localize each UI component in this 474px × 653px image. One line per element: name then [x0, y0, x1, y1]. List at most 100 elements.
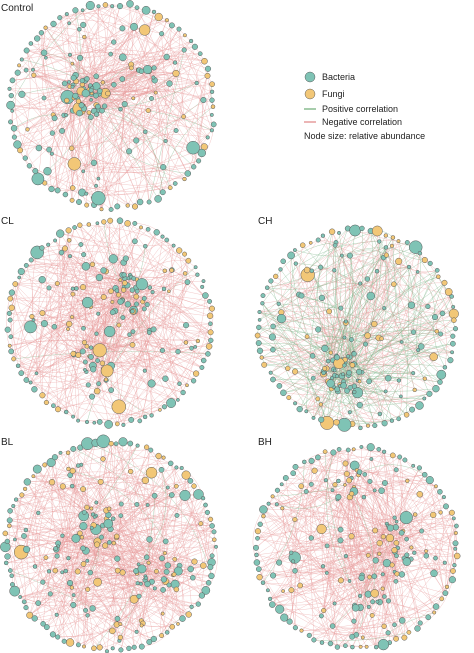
negative-correlation-edge — [81, 464, 108, 546]
negative-correlation-edge — [131, 67, 156, 93]
negative-correlation-edge — [263, 480, 326, 510]
bacteria-node — [46, 146, 52, 153]
negative-correlation-edge — [345, 278, 368, 323]
negative-correlation-edge — [71, 70, 140, 201]
bacteria-node — [75, 642, 81, 648]
bacteria-node — [143, 129, 148, 135]
fungi-node — [77, 530, 83, 537]
bacteria-node — [87, 114, 94, 121]
fungi-node — [173, 586, 180, 593]
fungi-node — [111, 399, 127, 414]
bacteria-node — [417, 250, 423, 256]
negative-correlation-edge — [270, 338, 352, 373]
bacteria-node — [385, 630, 391, 636]
bacteria-node — [121, 101, 128, 108]
bacteria-node — [43, 167, 52, 176]
bacteria-node — [34, 35, 41, 42]
bacteria-node — [145, 503, 150, 507]
negative-correlation-edge — [255, 547, 338, 648]
bacteria-node — [166, 398, 177, 408]
negative-correlation-edge — [97, 227, 142, 384]
negative-correlation-edge — [401, 562, 445, 621]
negative-correlation-edge — [337, 554, 408, 648]
positive-correlation-edge — [267, 287, 341, 386]
negative-correlation-edge — [33, 475, 84, 517]
negative-correlation-edge — [42, 537, 83, 583]
negative-correlation-edge — [196, 75, 208, 154]
negative-correlation-edge — [317, 457, 422, 532]
fungi-node — [389, 243, 394, 248]
fungi-node — [65, 450, 71, 456]
fungi-node — [183, 340, 189, 345]
negative-correlation-edge — [311, 242, 408, 272]
fungi-node — [109, 627, 116, 635]
bacteria-node — [337, 537, 344, 544]
fungi-node — [207, 329, 214, 336]
negative-correlation-edge — [147, 229, 189, 261]
fungi-node — [416, 491, 424, 498]
negative-correlation-edge — [284, 581, 396, 618]
negative-correlation-edge — [26, 265, 112, 370]
negative-correlation-edge — [67, 452, 95, 518]
fungi-node — [153, 568, 159, 574]
negative-correlation-edge — [161, 541, 169, 636]
bacteria-node — [104, 325, 116, 338]
negative-correlation-edge — [20, 244, 82, 374]
negative-correlation-edge — [17, 131, 146, 147]
bacteria-node — [119, 76, 126, 82]
negative-correlation-edge — [9, 505, 92, 521]
fungi-node — [421, 256, 428, 264]
positive-correlation-edge — [283, 270, 438, 394]
bacteria-node — [282, 475, 289, 481]
negative-correlation-edge — [151, 295, 206, 416]
fungi-node — [93, 541, 101, 548]
fungi-node — [332, 482, 338, 488]
fungi-node — [181, 114, 186, 119]
bacteria-node — [166, 582, 172, 588]
negative-correlation-edge — [72, 110, 100, 199]
negative-correlation-edge — [293, 548, 456, 562]
bacteria-node — [372, 422, 378, 429]
fungi-node — [39, 392, 46, 399]
negative-correlation-edge — [24, 565, 168, 607]
bacteria-node — [193, 489, 204, 500]
negative-correlation-edge — [30, 43, 176, 184]
fungi-node — [139, 24, 151, 36]
positive-correlation-edge — [270, 372, 425, 406]
bacteria-node — [158, 466, 165, 473]
bacteria-node — [164, 630, 170, 635]
negative-correlation-edge — [155, 92, 185, 180]
bacteria-node — [64, 113, 69, 118]
negative-correlation-edge — [378, 449, 454, 572]
fungi-node — [2, 530, 9, 537]
bacteria-node — [385, 598, 392, 604]
negative-correlation-edge — [65, 77, 154, 195]
negative-correlation-edge — [358, 473, 447, 507]
negative-correlation-edge — [93, 29, 180, 198]
bacteria-node — [70, 445, 77, 452]
fungi-node — [69, 185, 76, 191]
bacteria-node — [370, 599, 376, 605]
negative-correlation-edge — [258, 512, 453, 573]
fungi-node — [429, 352, 438, 362]
bacteria-node — [150, 635, 157, 643]
negative-correlation-edge — [366, 620, 403, 648]
negative-correlation-edge — [139, 284, 152, 384]
bacteria-node — [78, 188, 87, 197]
bacteria-node — [436, 369, 447, 380]
bacteria-node — [337, 417, 352, 432]
negative-correlation-edge — [78, 367, 203, 421]
bacteria-node — [409, 406, 416, 413]
bacteria-node — [126, 148, 133, 155]
bacteria-node — [108, 207, 114, 212]
negative-correlation-edge — [285, 477, 322, 530]
bacteria-node — [160, 587, 166, 593]
fungi-node — [29, 313, 35, 320]
bacteria-node — [347, 384, 353, 391]
fungi-node — [7, 523, 12, 529]
negative-correlation-edge — [154, 525, 213, 589]
bacteria-node — [135, 278, 149, 291]
bacteria-node — [321, 370, 326, 376]
fungi-node — [84, 504, 90, 511]
bacteria-node — [70, 601, 77, 609]
